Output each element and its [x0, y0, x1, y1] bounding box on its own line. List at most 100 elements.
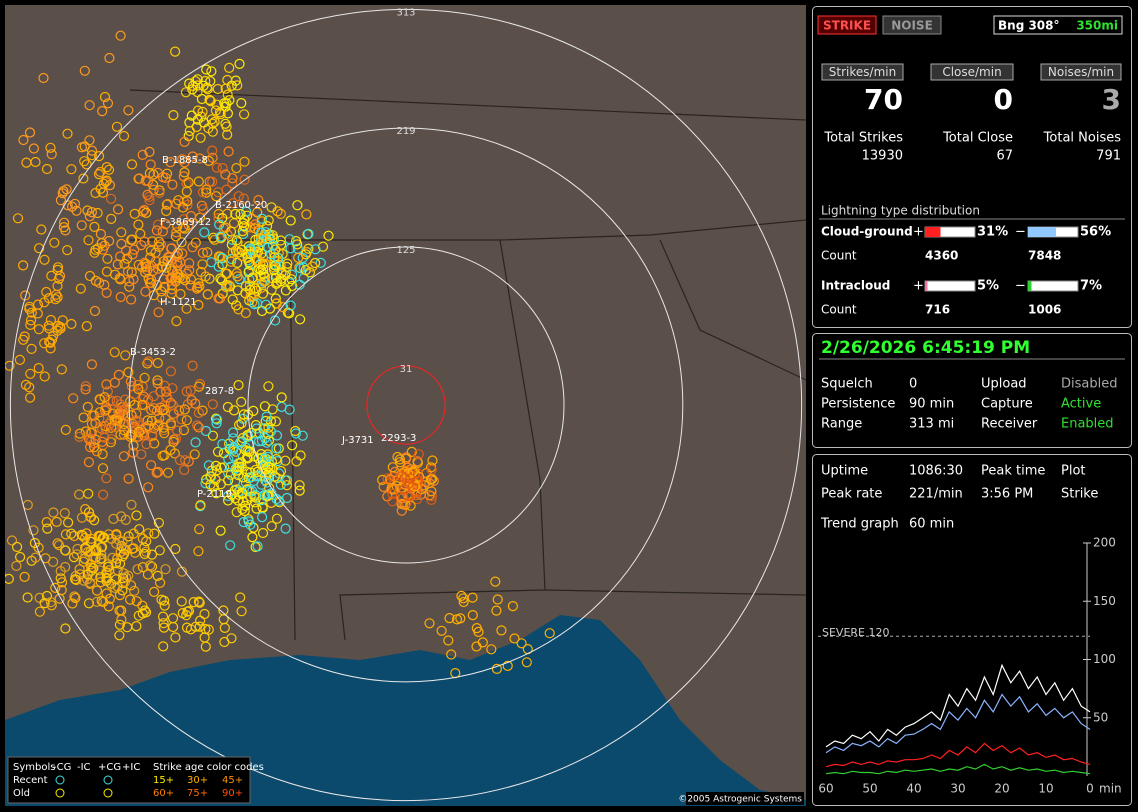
strike-symbol: [101, 162, 112, 173]
strike-symbol: [307, 261, 318, 272]
strike-symbol: [105, 193, 117, 204]
stats-grid: Uptime 1086:30 Peak time Plot Peak rate 221/m…: [821, 464, 1098, 502]
strike-symbol: [266, 249, 277, 260]
strike-symbol: [458, 593, 469, 604]
total-value: 791: [1096, 149, 1121, 164]
strike-symbol: [114, 630, 125, 641]
strike-symbol: [266, 488, 277, 499]
strike-symbol: [86, 359, 98, 370]
strike-symbol: [145, 252, 156, 263]
strike-symbol: [128, 440, 139, 451]
strike-symbol: [50, 582, 61, 594]
strike-symbol: [154, 241, 165, 252]
strike-symbol: [262, 221, 273, 232]
strike-symbol: [33, 324, 45, 335]
strike-symbol: [193, 299, 204, 311]
strike-symbol: [109, 422, 121, 433]
rate-label-box: [930, 63, 1014, 81]
strike-symbol: [232, 80, 243, 91]
strike-symbol: [119, 425, 130, 436]
strike-symbol: [94, 413, 105, 424]
strike-symbol: [159, 380, 170, 391]
strike-symbol: [181, 303, 192, 314]
strike-symbol: [230, 208, 241, 220]
trend-line: [825, 663, 1091, 748]
strike-symbol: [301, 209, 312, 220]
x-tick-label: 0: [1086, 782, 1094, 796]
strike-symbol: [93, 151, 105, 162]
strike-symbol: [175, 288, 186, 300]
strike-symbol: [257, 288, 268, 299]
strike-symbol: [97, 463, 109, 474]
strike-symbol: [259, 423, 270, 434]
strike-symbol: [222, 74, 233, 86]
legend-age: 15+: [153, 775, 174, 786]
legend: Symbols -CG -IC +CG +IC Strike age color…: [7, 756, 264, 804]
strike-symbol: [215, 525, 226, 536]
count-value: 4360: [925, 249, 958, 263]
strike-symbol: [209, 234, 220, 245]
strike-symbol: [544, 628, 555, 639]
strike-symbol: [294, 480, 305, 491]
strike-symbol: [251, 503, 262, 514]
strike-symbol: [139, 372, 150, 383]
strike-symbol: [242, 430, 253, 441]
strike-symbol: [38, 72, 49, 84]
strike-symbol: [76, 142, 88, 153]
strike-symbol: [228, 198, 239, 209]
strike-symbol: [178, 196, 190, 207]
strike-symbol: [443, 635, 454, 646]
strike-symbol: [249, 497, 261, 508]
stats-cell: 221/min: [909, 487, 963, 502]
strike-symbol: [182, 606, 193, 617]
strike-symbol: [168, 109, 179, 121]
strike-symbol: [172, 425, 183, 436]
strike-symbol: [39, 597, 50, 609]
strike-button[interactable]: [817, 15, 877, 35]
strike-symbol: [125, 580, 137, 591]
strike-symbol: [118, 451, 130, 462]
strike-symbol: [217, 163, 228, 174]
strike-symbol: [174, 455, 186, 466]
strike-symbol: [221, 121, 232, 132]
strike-symbol: [257, 527, 269, 539]
strike-symbol: [116, 227, 127, 238]
strike-symbol: [263, 490, 274, 501]
strike-symbol: [227, 442, 238, 454]
strike-symbol: [136, 240, 147, 251]
strike-symbol: [260, 475, 271, 486]
rate-value: 70: [864, 83, 903, 116]
strike-symbol: [170, 632, 181, 643]
strike-symbol: [114, 558, 126, 569]
strike-symbol: [110, 558, 122, 569]
noise-button[interactable]: [882, 15, 942, 35]
strike-symbol: [239, 109, 250, 120]
strike-symbol: [211, 465, 223, 476]
strike-symbol: [43, 320, 54, 331]
strike-symbol: [153, 517, 164, 528]
strike-symbol: [184, 125, 195, 137]
strike-symbol: [170, 543, 181, 555]
strike-symbol: [285, 243, 296, 254]
strike-symbol: [106, 213, 117, 224]
strike-symbol: [190, 437, 201, 448]
strike-symbol: [143, 394, 154, 405]
strike-symbol: [139, 257, 150, 268]
strike-symbol: [42, 523, 53, 534]
strike-symbol: [194, 523, 205, 535]
distribution-title: Lightning type distribution: [821, 204, 980, 218]
strike-symbol: [179, 404, 190, 415]
strike-symbol: [94, 277, 105, 288]
strike-symbol: [111, 538, 122, 549]
strike-symbol: [317, 241, 329, 252]
strike-symbol: [25, 315, 37, 326]
status-cell: 313 mi: [909, 417, 954, 432]
range-rings: 31 125 219 313: [9, 7, 803, 802]
strike-symbol: [218, 605, 229, 616]
strike-symbol: [295, 263, 306, 274]
strike-symbol: [74, 431, 85, 442]
strike-symbol: [55, 573, 66, 584]
strike-symbol: [88, 552, 99, 563]
strike-symbol: [60, 623, 71, 634]
strike-symbol: [143, 482, 154, 493]
